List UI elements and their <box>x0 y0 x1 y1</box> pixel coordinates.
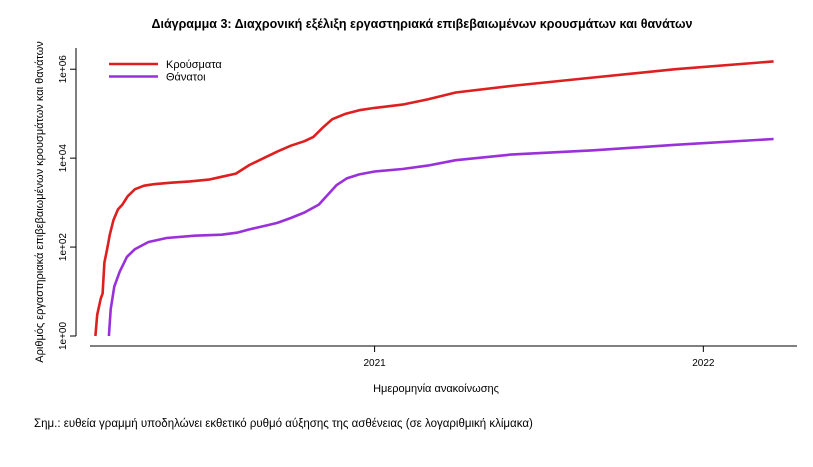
y-axis-label: Αριθμός εργαστηριακά επιβεβαιωμένων κρου… <box>34 41 46 363</box>
y-tick-label-1: 1e+02 <box>58 233 69 262</box>
series-line-0 <box>94 60 774 337</box>
y-tick-label-3: 1e+06 <box>58 55 69 84</box>
y-tick-label-0: 1e+00 <box>58 322 69 351</box>
series-line-1 <box>107 137 774 337</box>
y-axis: 1e+00 1e+02 1e+04 1e+06 <box>58 48 77 351</box>
x-tick-label-0: 2021 <box>363 358 386 369</box>
legend-label-0: Κρούσματα <box>166 59 222 71</box>
footnote: Σημ.: ευθεία γραμμή υποδηλώνει εκθετικό … <box>34 418 533 430</box>
x-axis-label: Ημερομηνία ανακοίνωσης <box>373 383 499 395</box>
series-layer <box>94 60 774 337</box>
x-tick-label-1: 2022 <box>692 358 715 369</box>
legend-label-1: Θάνατοι <box>166 72 206 84</box>
chart-title: Διάγραμμα 3: Διαχρονική εξέλιξη εργαστηρ… <box>151 17 692 31</box>
x-axis: 2021 2022 <box>90 345 797 369</box>
y-tick-label-2: 1e+04 <box>58 144 69 173</box>
